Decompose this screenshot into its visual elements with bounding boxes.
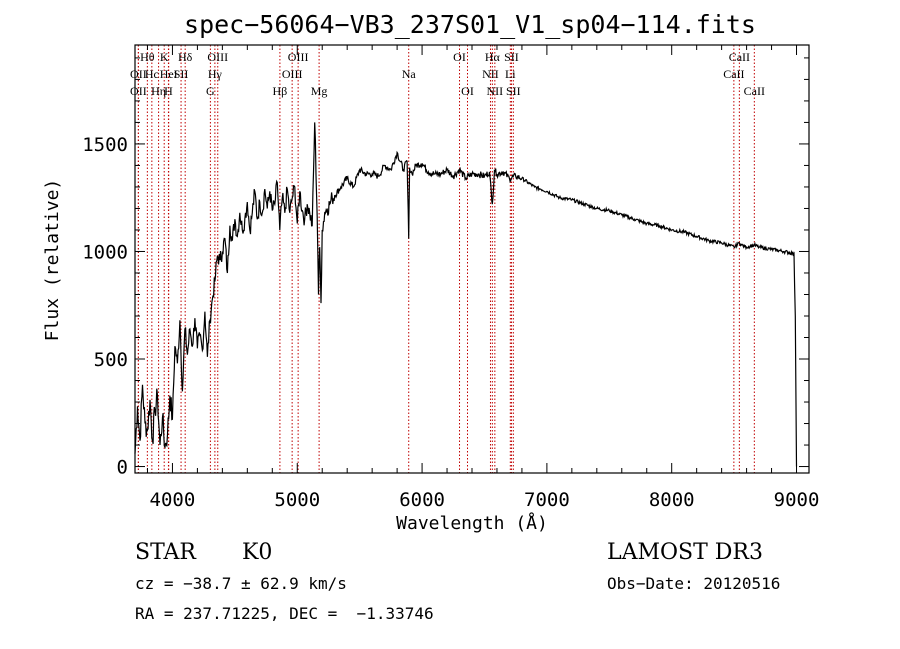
x-tick-label-9000: 9000 <box>774 489 820 511</box>
line-label-19: OI <box>461 84 474 98</box>
object-class: STAR <box>135 540 196 565</box>
line-label-25: SII <box>506 84 521 98</box>
line-label-1: OII <box>130 67 147 81</box>
line-label-16: Mg <box>311 84 328 98</box>
line-label-26: CaII <box>723 67 744 81</box>
line-label-2: OII <box>130 84 147 98</box>
x-tick-label-4000: 4000 <box>150 489 196 511</box>
line-label-28: CaII <box>744 84 765 98</box>
line-label-8: SII <box>174 67 189 81</box>
x-tick-label-5000: 5000 <box>274 489 320 511</box>
x-tick-label-6000: 6000 <box>399 489 445 511</box>
line-label-17: Na <box>402 67 417 81</box>
x-axis-ticks: 4000 5000 6000 7000 8000 9000 <box>146 45 820 511</box>
line-label-27: CaII <box>729 50 750 64</box>
x-tick-label-8000: 8000 <box>649 489 695 511</box>
line-label-13: Hβ <box>273 84 288 98</box>
line-label-14: OIII <box>282 67 303 81</box>
plot-frame <box>134 44 810 474</box>
line-label-6: HeI <box>160 67 178 81</box>
line-label-22: NII <box>487 84 504 98</box>
redshift-cz: cz = −38.7 ± 62.9 km/s <box>135 574 347 593</box>
y-axis-label: Flux (relative) <box>42 179 63 342</box>
y-tick-label-1000: 1000 <box>82 241 128 263</box>
line-label-0: Hθ <box>140 50 155 64</box>
line-label-24: SII <box>504 50 519 64</box>
line-label-23: Li <box>505 67 516 81</box>
spectral-line-markers <box>137 45 755 473</box>
line-label-21: Hα <box>485 50 501 64</box>
line-label-3: Hc <box>145 67 159 81</box>
spectrum-line <box>134 122 798 467</box>
survey-name: LAMOST DR3 <box>607 540 763 565</box>
chart-title: spec−56064−VB3_237S01_V1_sp04−114.fits <box>184 10 756 39</box>
line-label-4: Hη <box>151 84 166 98</box>
line-label-12: OIII <box>207 50 228 64</box>
spectral-line-labels: HθOIIOIIHcHηKHeIHSIIHδGHγOIIIHβOIIIOIIIM… <box>130 50 765 98</box>
line-label-11: Hγ <box>208 67 223 81</box>
line-label-7: H <box>164 84 173 98</box>
line-label-10: G <box>206 84 215 98</box>
line-label-5: K <box>160 50 169 64</box>
line-label-20: NII <box>482 67 499 81</box>
line-label-9: Hδ <box>178 50 193 64</box>
observation-date: Obs−Date: 20120516 <box>607 574 781 593</box>
coordinates: RA = 237.71225, DEC = −1.33746 <box>135 604 434 623</box>
x-tick-label-7000: 7000 <box>524 489 570 511</box>
line-label-15: OIII <box>288 50 309 64</box>
y-tick-label-500: 500 <box>94 349 128 371</box>
y-axis-ticks: 0 500 1000 1500 <box>82 57 809 479</box>
x-axis-label: Wavelength (Å) <box>396 512 548 534</box>
y-tick-label-0: 0 <box>117 457 128 479</box>
y-tick-label-1500: 1500 <box>82 134 128 156</box>
object-subclass: K0 <box>242 540 273 565</box>
line-label-18: OI <box>453 50 466 64</box>
